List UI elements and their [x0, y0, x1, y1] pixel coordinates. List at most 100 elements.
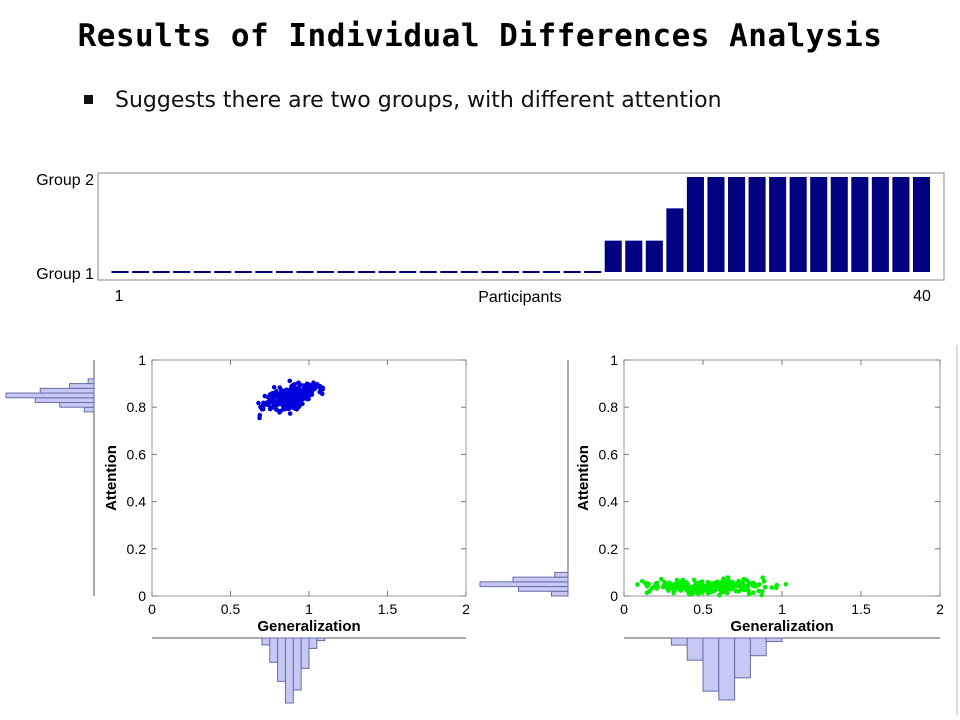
- bar: [604, 240, 622, 272]
- data-point: [646, 581, 651, 587]
- x-tick-label: 0: [620, 601, 628, 617]
- bar: [296, 271, 314, 273]
- data-point: [260, 402, 266, 408]
- data-point: [707, 582, 713, 588]
- data-point: [306, 388, 312, 394]
- bar: [810, 177, 828, 272]
- x-tick-label: 40: [913, 288, 931, 305]
- data-point: [297, 382, 302, 387]
- y-tick-label: 0.2: [127, 541, 147, 557]
- bar: [275, 271, 293, 273]
- histogram-bar: [316, 637, 326, 642]
- bar: [111, 271, 129, 273]
- data-point: [257, 415, 262, 421]
- data-point: [653, 581, 659, 586]
- data-point: [716, 592, 722, 598]
- bar: [132, 271, 150, 273]
- data-point: [311, 380, 316, 386]
- data-point: [672, 581, 678, 587]
- bar: [522, 271, 540, 273]
- bar: [173, 271, 191, 273]
- bar: [625, 240, 643, 272]
- data-point: [294, 388, 299, 393]
- bar: [358, 271, 376, 273]
- bar: [419, 271, 437, 273]
- histogram-bar: [34, 397, 95, 403]
- x-axis-label: Generalization: [730, 618, 833, 635]
- slide-title: Results of Individual Differences Analys…: [77, 18, 883, 54]
- histogram-bar: [284, 637, 294, 704]
- data-point: [750, 583, 756, 589]
- data-point: [759, 592, 765, 598]
- bar: [584, 271, 602, 273]
- histogram-bar: [670, 637, 688, 646]
- data-point: [269, 398, 275, 404]
- y-tick-label: 0: [138, 588, 146, 604]
- histogram-bar: [69, 383, 95, 389]
- y-tick-label: 0.6: [127, 446, 147, 462]
- bar: [255, 271, 273, 273]
- data-point: [274, 407, 279, 412]
- y-tick-label: 0.4: [599, 494, 619, 510]
- data-point: [293, 406, 298, 412]
- histogram-bar: [718, 637, 736, 701]
- data-point: [272, 390, 277, 396]
- data-point: [290, 401, 295, 407]
- histogram-bar: [765, 637, 783, 643]
- data-point: [721, 587, 727, 593]
- bar: [748, 177, 766, 272]
- histogram-bar: [261, 637, 271, 646]
- data-point: [696, 585, 702, 591]
- x-tick-label: 1: [778, 601, 786, 617]
- data-point: [306, 382, 312, 387]
- x-axis-label: Generalization: [257, 618, 360, 635]
- histogram-bar: [551, 590, 569, 597]
- y-tick-label: Group 1: [36, 266, 94, 283]
- data-point: [725, 582, 730, 588]
- bar: [234, 271, 252, 273]
- bar: [851, 177, 869, 272]
- bar: [337, 271, 355, 273]
- histogram-bar: [269, 637, 279, 663]
- data-point: [725, 575, 731, 580]
- data-point: [688, 589, 694, 595]
- data-point: [647, 588, 652, 594]
- data-point: [287, 378, 293, 384]
- y-tick-label: 0.8: [599, 399, 619, 415]
- data-point: [721, 578, 727, 584]
- x-axis-label: Participants: [478, 289, 562, 306]
- y-tick-label: 1: [610, 352, 618, 368]
- bar: [563, 271, 581, 273]
- data-point: [256, 400, 261, 406]
- data-point: [313, 385, 318, 391]
- histogram-bar: [554, 571, 569, 578]
- bar: [871, 177, 889, 272]
- data-point: [740, 580, 745, 585]
- x-tick-label: 2: [462, 601, 470, 617]
- data-point: [696, 582, 702, 587]
- histogram-bar: [83, 406, 95, 413]
- data-point: [319, 387, 324, 393]
- bar: [830, 177, 848, 272]
- bar: [501, 271, 519, 273]
- x-tick-label: 1.5: [378, 601, 398, 617]
- data-point: [756, 588, 761, 594]
- x-tick-label: 1: [305, 601, 313, 617]
- data-point: [276, 400, 282, 406]
- bar: [214, 271, 232, 273]
- data-point: [286, 401, 292, 407]
- histogram-bar: [702, 637, 720, 692]
- data-point: [699, 579, 705, 585]
- bar: [892, 177, 910, 272]
- data-point: [773, 585, 779, 591]
- data-point: [635, 582, 640, 587]
- bar: [543, 271, 561, 273]
- histogram-bar: [277, 637, 286, 682]
- scatter-plot-frame: [623, 359, 941, 597]
- x-tick-label: 2: [936, 601, 944, 617]
- histogram-bar: [518, 586, 569, 592]
- x-tick-label: 1.5: [851, 601, 871, 617]
- data-point: [691, 577, 697, 583]
- histogram-bar: [734, 637, 751, 679]
- bar: [152, 271, 170, 273]
